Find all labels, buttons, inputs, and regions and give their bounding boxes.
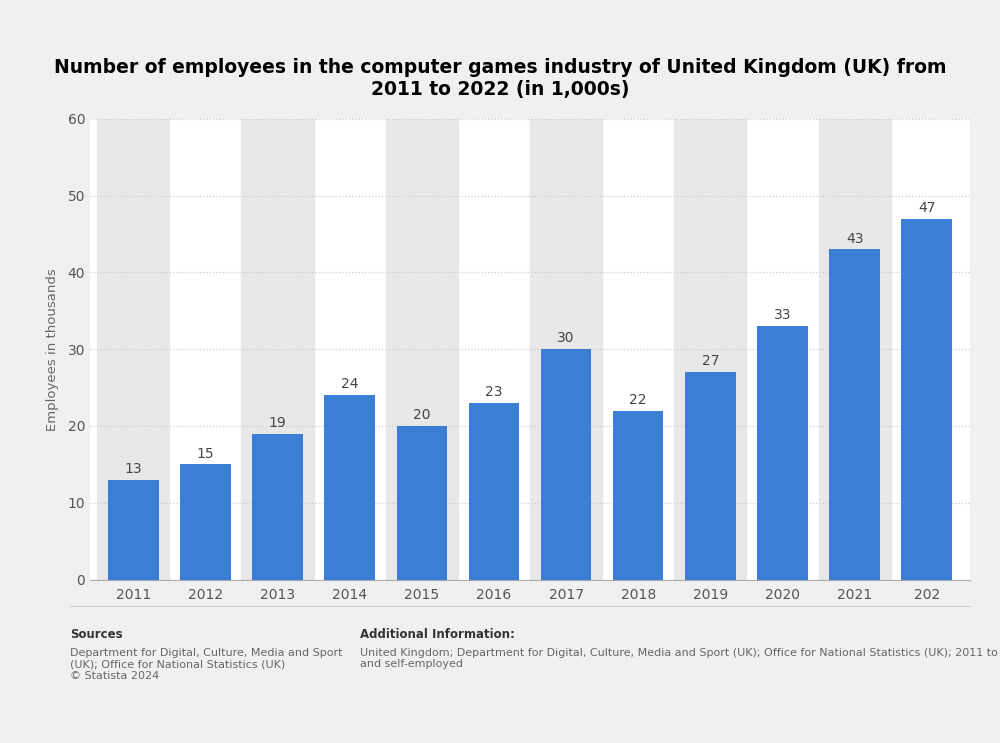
- Bar: [241, 119, 314, 580]
- Bar: [829, 250, 880, 580]
- Text: 23: 23: [485, 385, 503, 399]
- Bar: [901, 218, 952, 580]
- Y-axis label: Employees in thousands: Employees in thousands: [46, 267, 59, 431]
- Bar: [97, 119, 169, 580]
- Bar: [757, 326, 808, 580]
- Bar: [108, 480, 159, 580]
- Bar: [386, 119, 458, 580]
- Bar: [397, 426, 447, 580]
- Text: Additional Information:: Additional Information:: [360, 628, 515, 640]
- Text: 43: 43: [846, 232, 863, 245]
- Text: United Kingdom; Department for Digital, Culture, Media and Sport (UK); Office fo: United Kingdom; Department for Digital, …: [360, 648, 1000, 669]
- Bar: [530, 119, 602, 580]
- Bar: [613, 411, 663, 580]
- Text: Department for Digital, Culture, Media and Sport
(UK); Office for National Stati: Department for Digital, Culture, Media a…: [70, 648, 342, 681]
- Bar: [469, 403, 519, 580]
- Text: 19: 19: [269, 416, 286, 429]
- Text: 22: 22: [629, 393, 647, 407]
- Bar: [674, 119, 746, 580]
- Text: 15: 15: [197, 447, 214, 461]
- Bar: [324, 395, 375, 580]
- Bar: [819, 119, 891, 580]
- Text: Number of employees in the computer games industry of United Kingdom (UK) from
2: Number of employees in the computer game…: [54, 57, 946, 99]
- Text: 47: 47: [918, 201, 935, 215]
- Text: 20: 20: [413, 408, 431, 422]
- Bar: [685, 372, 736, 580]
- Text: 30: 30: [557, 331, 575, 345]
- Text: Sources: Sources: [70, 628, 123, 640]
- Text: 13: 13: [124, 462, 142, 476]
- Text: 27: 27: [702, 354, 719, 369]
- Bar: [180, 464, 231, 580]
- Text: 24: 24: [341, 377, 358, 392]
- Bar: [252, 434, 303, 580]
- Bar: [541, 349, 591, 580]
- Text: 33: 33: [774, 308, 791, 322]
